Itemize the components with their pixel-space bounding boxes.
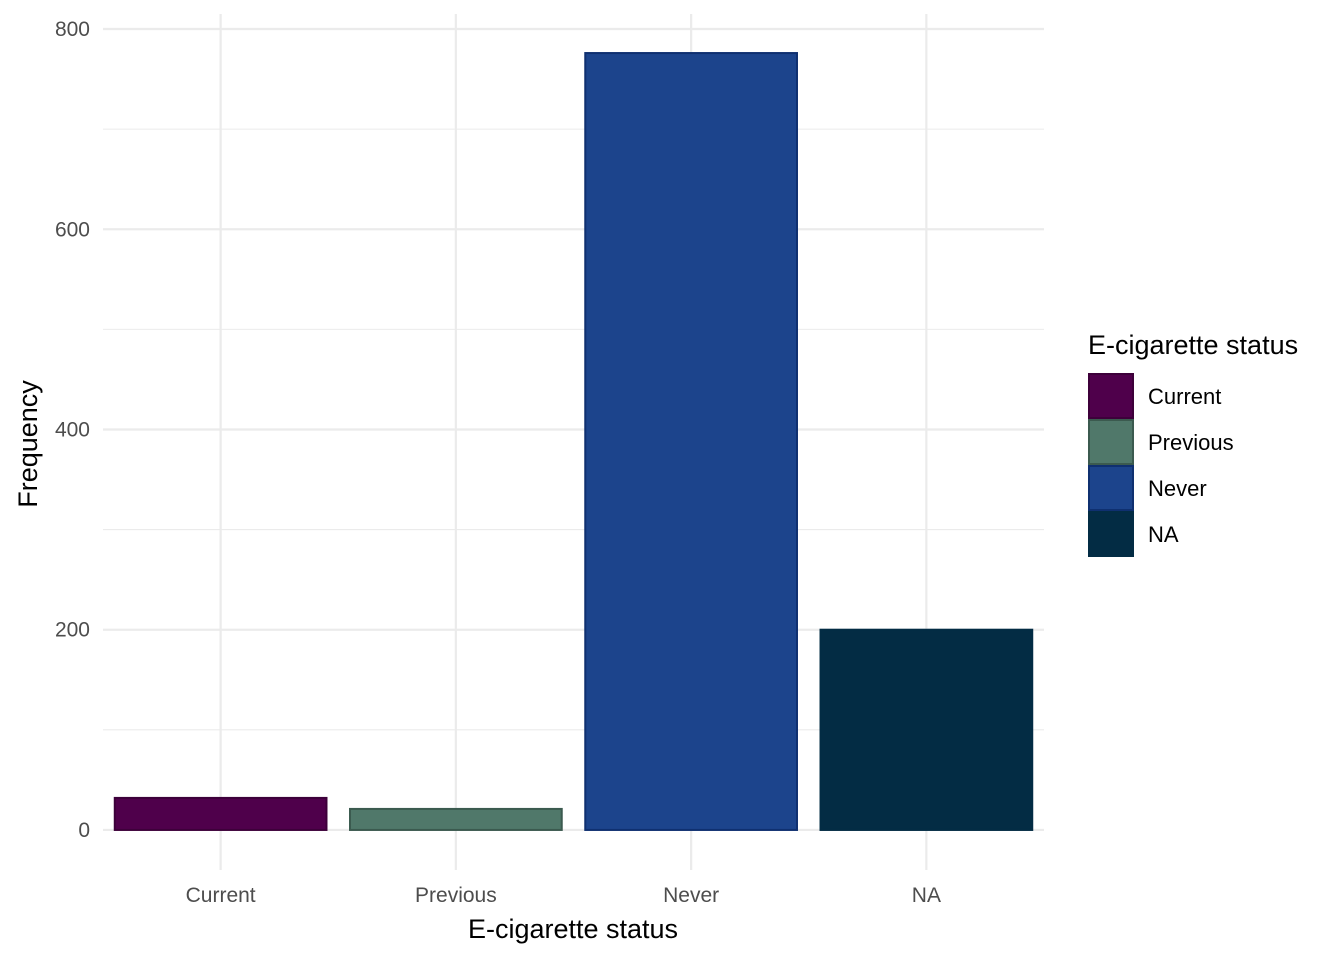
y-tick-label: 200	[55, 619, 90, 642]
x-tick-label: NA	[912, 884, 941, 907]
x-tick-label: Never	[663, 884, 719, 907]
legend-swatch	[1088, 373, 1134, 419]
legend-label: Current	[1148, 384, 1221, 409]
bar-na	[819, 628, 1034, 831]
legend: E-cigarette status Current Previous Never N…	[1088, 330, 1298, 557]
y-tick-label: 800	[55, 18, 90, 41]
y-axis-title: Frequency	[13, 380, 43, 508]
y-tick-labels: 0 200 400 600 800	[55, 18, 90, 842]
x-tick-label: Previous	[415, 884, 497, 907]
x-tick-labels: Current Previous Never NA	[186, 884, 941, 907]
legend-label: Previous	[1148, 430, 1234, 455]
bar-never	[584, 52, 798, 831]
bar-current	[113, 796, 328, 831]
x-axis-title: E-cigarette status	[468, 914, 678, 944]
bar-previous	[349, 807, 563, 831]
legend-swatch	[1088, 511, 1134, 557]
legend-title: E-cigarette status	[1088, 330, 1298, 360]
y-tick-label: 0	[78, 819, 90, 842]
y-tick-label: 600	[55, 218, 90, 241]
y-tick-label: 400	[55, 418, 90, 441]
legend-swatch	[1088, 465, 1134, 511]
legend-swatch	[1088, 419, 1134, 465]
x-tick-label: Current	[186, 884, 256, 907]
legend-label: Never	[1148, 476, 1207, 501]
bars	[113, 52, 1034, 831]
legend-label: NA	[1148, 522, 1179, 547]
